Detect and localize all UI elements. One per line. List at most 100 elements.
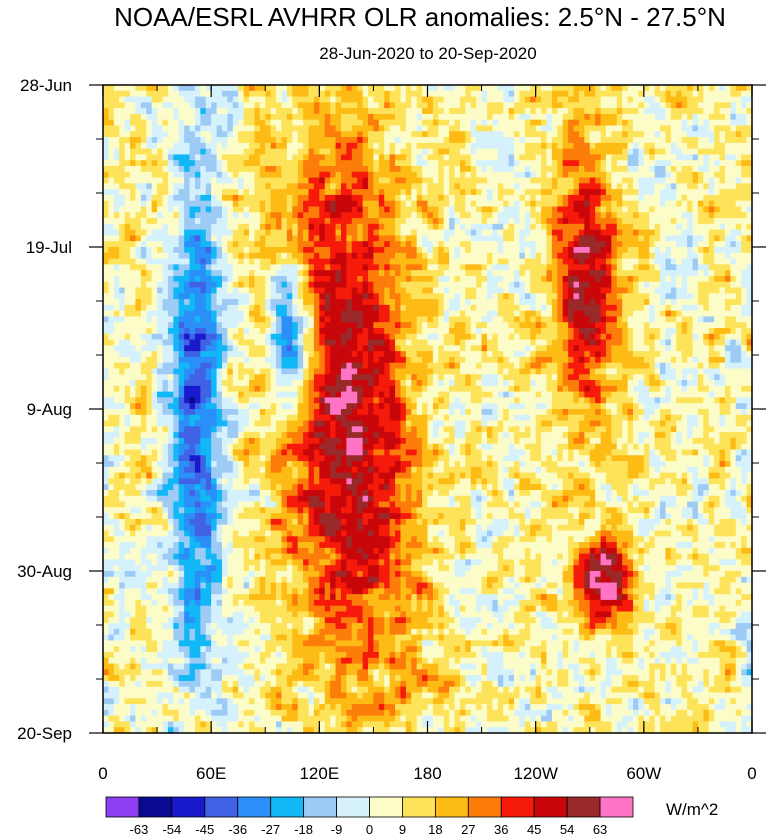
heatmap-cell: [535, 310, 542, 318]
heatmap-cell: [119, 258, 126, 265]
heatmap-cell: [389, 142, 396, 150]
heatmap-cell: [238, 108, 245, 115]
heatmap-cell: [622, 148, 629, 156]
heatmap-cell: [286, 119, 293, 127]
heatmap-cell: [724, 102, 731, 109]
heatmap-cell: [427, 96, 434, 103]
heatmap-cell: [724, 235, 731, 242]
heatmap-cell: [151, 108, 158, 115]
heatmap-cell: [405, 125, 412, 132]
heatmap-cell: [568, 85, 575, 92]
heatmap-cell: [454, 166, 461, 173]
heatmap-cell: [135, 304, 142, 312]
heatmap-cell: [589, 316, 596, 323]
heatmap-cell: [351, 177, 358, 184]
heatmap-cell: [605, 189, 612, 196]
heatmap-cell: [130, 160, 137, 167]
heatmap-cell: [378, 137, 385, 144]
heatmap-cell: [308, 264, 315, 271]
heatmap-cell: [135, 137, 142, 144]
heatmap-cell: [719, 119, 726, 127]
heatmap-cell: [157, 229, 164, 237]
heatmap-cell: [416, 270, 423, 277]
heatmap-cell: [362, 316, 369, 323]
heatmap-cell: [530, 166, 537, 173]
heatmap-cell: [211, 119, 218, 127]
heatmap-cell: [103, 304, 110, 312]
heatmap-cell: [465, 148, 472, 156]
heatmap-cell: [497, 189, 504, 196]
heatmap-cell: [151, 148, 158, 156]
heatmap-cell: [265, 96, 272, 103]
heatmap-cell: [714, 218, 721, 225]
heatmap-cell: [108, 206, 115, 213]
heatmap-cell: [665, 113, 672, 121]
heatmap-cell: [605, 183, 612, 190]
heatmap-cell: [119, 166, 126, 173]
heatmap-cell: [665, 258, 672, 265]
heatmap-cell: [730, 183, 737, 190]
heatmap-cell: [616, 252, 623, 260]
heatmap-cell: [535, 183, 542, 190]
heatmap-cell: [254, 171, 261, 179]
heatmap-cell: [357, 270, 364, 277]
heatmap-cell: [665, 177, 672, 184]
heatmap-cell: [562, 241, 569, 248]
heatmap-cell: [524, 200, 531, 208]
heatmap-cell: [254, 177, 261, 184]
heatmap-cell: [194, 154, 201, 161]
heatmap-cell: [519, 270, 526, 277]
heatmap-cell: [124, 310, 131, 318]
heatmap-cell: [254, 258, 261, 265]
heatmap-cell: [270, 200, 277, 208]
heatmap-cell: [503, 177, 510, 184]
heatmap-cell: [497, 212, 504, 219]
heatmap-cell: [135, 96, 142, 103]
heatmap-cell: [103, 171, 110, 179]
heatmap-cell: [589, 281, 596, 289]
heatmap-cell: [649, 258, 656, 265]
heatmap-cell: [313, 148, 320, 156]
heatmap-cell: [730, 258, 737, 265]
heatmap-cell: [573, 194, 580, 202]
heatmap-cell: [486, 258, 493, 265]
heatmap-cell: [330, 212, 337, 219]
heatmap-cell: [443, 235, 450, 242]
heatmap-cell: [216, 96, 223, 103]
heatmap-cell: [708, 258, 715, 265]
heatmap-cell: [524, 293, 531, 300]
heatmap-cell: [746, 183, 753, 190]
heatmap-cell: [660, 189, 667, 196]
heatmap-cell: [357, 108, 364, 115]
heatmap-cell: [687, 137, 694, 144]
heatmap-cell: [270, 166, 277, 173]
heatmap-cell: [643, 102, 650, 109]
heatmap-cell: [449, 223, 456, 231]
heatmap-cell: [357, 160, 364, 167]
heatmap-cell: [124, 108, 131, 115]
heatmap-cell: [492, 160, 499, 167]
heatmap-cell: [519, 137, 526, 144]
heatmap-cell: [703, 287, 710, 294]
heatmap-cell: [524, 287, 531, 294]
heatmap-cell: [730, 131, 737, 138]
heatmap-cell: [708, 85, 715, 92]
heatmap-cell: [508, 304, 515, 312]
heatmap-cell: [438, 90, 445, 98]
heatmap-cell: [557, 113, 564, 121]
heatmap-cell: [465, 142, 472, 150]
heatmap-cell: [546, 212, 553, 219]
heatmap-cell: [605, 293, 612, 300]
heatmap-cell: [595, 102, 602, 109]
heatmap-cell: [259, 218, 266, 225]
heatmap-cell: [497, 223, 504, 231]
heatmap-cell: [649, 241, 656, 248]
heatmap-cell: [373, 218, 380, 225]
heatmap-cell: [313, 293, 320, 300]
heatmap-cell: [551, 160, 558, 167]
heatmap-cell: [486, 206, 493, 213]
heatmap-cell: [697, 281, 704, 289]
heatmap-cell: [335, 316, 342, 323]
heatmap-cell: [265, 108, 272, 115]
heatmap-cell: [259, 160, 266, 167]
